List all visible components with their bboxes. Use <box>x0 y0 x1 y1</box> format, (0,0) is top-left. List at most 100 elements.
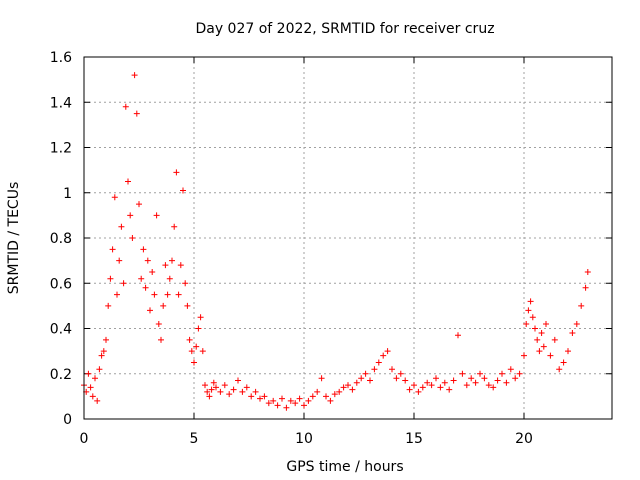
data-point <box>142 284 149 291</box>
y-tick-label: 1.4 <box>50 95 72 111</box>
data-point <box>560 359 567 366</box>
data-point <box>160 302 167 309</box>
data-point <box>331 391 338 398</box>
y-tick-label: 0.4 <box>50 322 72 338</box>
data-point <box>532 325 538 332</box>
data-point <box>158 336 164 343</box>
data-point <box>175 291 182 298</box>
data-point <box>166 275 173 282</box>
data-point <box>397 370 404 377</box>
y-tick-label: 1.2 <box>50 141 72 157</box>
data-point <box>424 379 431 386</box>
data-point <box>164 291 171 298</box>
data-point <box>191 359 197 366</box>
data-point <box>323 393 329 400</box>
data-point <box>92 375 98 382</box>
data-point <box>147 307 153 314</box>
y-tick-label: 0 <box>63 412 72 428</box>
data-point <box>89 393 96 400</box>
data-point <box>375 359 382 366</box>
data-point <box>177 262 184 269</box>
data-point <box>490 384 497 391</box>
x-tick-label: 10 <box>295 431 313 447</box>
data-point <box>107 275 114 282</box>
data-point <box>527 298 534 305</box>
data-point <box>206 393 213 400</box>
data-point <box>345 382 351 389</box>
data-point <box>415 388 422 395</box>
data-point <box>353 379 360 386</box>
data-point <box>199 348 206 355</box>
data-point <box>265 400 272 407</box>
data-point <box>149 268 156 275</box>
data-point <box>389 366 395 373</box>
data-point <box>230 386 237 393</box>
data-point <box>283 404 290 411</box>
data-point <box>380 352 387 359</box>
data-point <box>221 382 228 389</box>
data-point <box>103 336 109 343</box>
data-point <box>525 307 532 314</box>
data-point <box>129 235 136 241</box>
data-point <box>547 352 554 359</box>
data-point <box>503 379 510 386</box>
data-point <box>239 388 246 395</box>
data-point <box>204 388 211 395</box>
data-point <box>371 366 378 373</box>
data-point <box>565 348 571 355</box>
data-point <box>270 397 277 404</box>
data-point <box>296 395 303 402</box>
data-point <box>521 352 527 359</box>
y-tick-label: 0.2 <box>50 367 72 383</box>
data-point <box>184 302 191 309</box>
data-point <box>193 343 200 350</box>
data-point <box>105 302 112 309</box>
data-point <box>155 320 162 327</box>
data-point <box>477 370 483 377</box>
data-point <box>573 320 580 327</box>
data-point <box>87 384 94 391</box>
plot-frame <box>83 56 613 420</box>
data-point <box>468 375 475 382</box>
data-point <box>85 370 92 377</box>
data-point <box>446 386 453 393</box>
data-point <box>314 388 321 395</box>
data-point <box>162 262 169 269</box>
data-point <box>292 400 299 407</box>
data-point <box>529 314 536 321</box>
data-point <box>455 332 461 339</box>
data-point <box>362 370 369 377</box>
data-point <box>538 330 545 337</box>
data-point <box>536 348 543 355</box>
data-point <box>197 314 204 321</box>
data-point <box>406 386 413 393</box>
data-point <box>252 388 259 395</box>
y-tick-labels: 0 0.2 0.4 0.6 0.8 1 1.2 1.4 1.6 <box>50 50 72 428</box>
data-point <box>318 375 325 382</box>
data-point <box>133 110 140 117</box>
data-point <box>213 384 219 391</box>
data-point <box>116 257 123 264</box>
data-point <box>120 280 127 287</box>
y-tick-label: 0.6 <box>50 276 72 292</box>
data-point <box>188 348 195 355</box>
data-point <box>226 391 233 398</box>
data-point <box>217 388 224 395</box>
x-tick-label: 20 <box>515 431 533 447</box>
data-point <box>94 397 101 404</box>
data-point <box>411 382 417 389</box>
data-point <box>182 280 189 287</box>
data-point <box>144 257 151 264</box>
y-tick-label: 1 <box>63 186 72 202</box>
data-point <box>582 284 589 291</box>
data-point <box>109 246 116 253</box>
data-point <box>125 178 131 185</box>
data-point <box>393 375 400 382</box>
data-point <box>569 330 576 337</box>
data-point <box>98 352 105 359</box>
data-point <box>472 379 479 386</box>
data-point <box>248 393 255 400</box>
data-point <box>171 223 178 230</box>
